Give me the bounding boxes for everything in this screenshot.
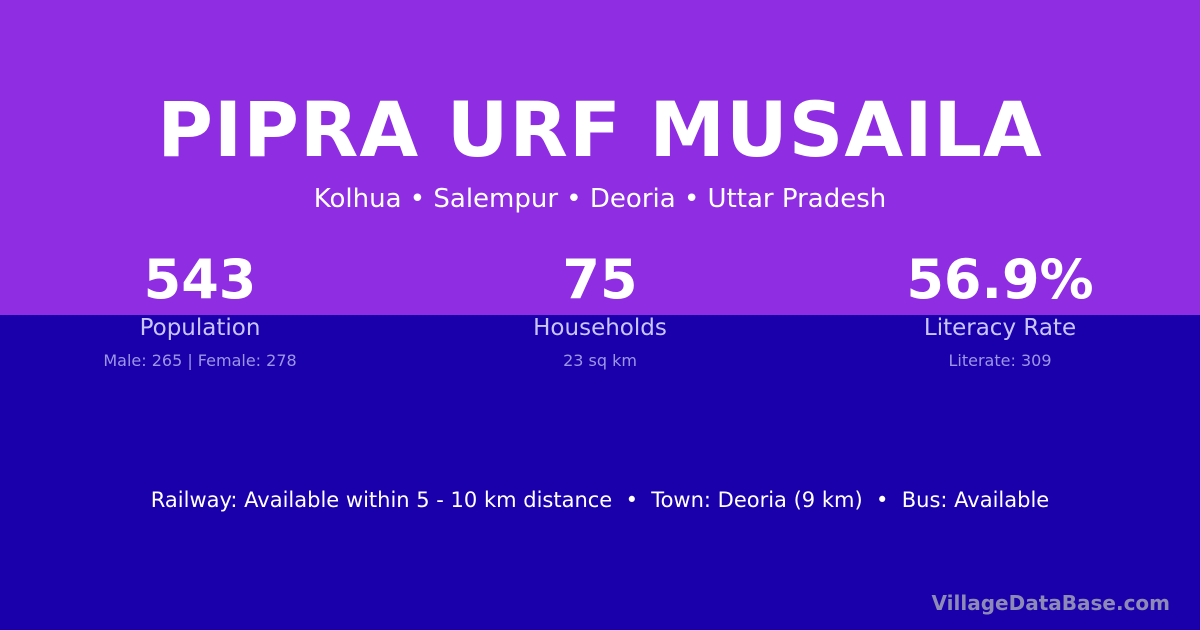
stat-detail: Literate: 309: [948, 351, 1052, 370]
stat-label: Literacy Rate: [923, 315, 1077, 341]
stat-population: 543 Population Male: 265 | Female: 278: [0, 248, 400, 372]
brand-watermark: VillageDataBase.com: [931, 591, 1170, 615]
stat-literacy: 56.9% Literacy Rate Literate: 309: [800, 248, 1200, 372]
village-title: PIPRA URF MUSAILA: [157, 85, 1043, 174]
stat-value: 75: [562, 248, 638, 311]
header-band: [0, 0, 1200, 315]
body-band: [0, 315, 1200, 630]
stat-label: Population: [139, 315, 261, 341]
location-breadcrumb: Kolhua • Salempur • Deoria • Uttar Prade…: [313, 184, 887, 214]
stat-detail: Male: 265 | Female: 278: [103, 351, 297, 370]
stat-households: 75 Households 23 sq km: [400, 248, 800, 372]
stat-value: 543: [143, 248, 257, 311]
stat-label: Households: [533, 315, 667, 341]
stat-detail: 23 sq km: [563, 351, 637, 370]
stat-value: 56.9%: [906, 248, 1094, 311]
amenities-info: Railway: Available within 5 - 10 km dist…: [150, 488, 1050, 512]
